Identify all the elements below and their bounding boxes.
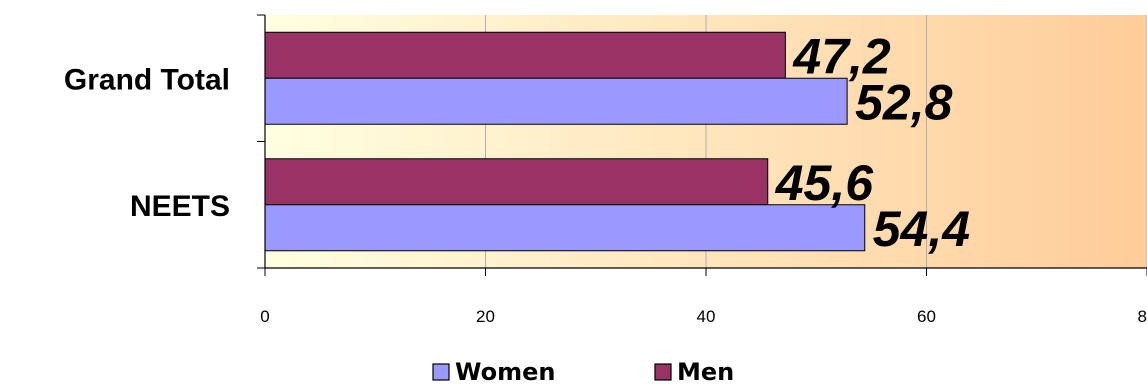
data-label: 45,6 bbox=[775, 155, 875, 211]
data-labels: 47,252,8 45,654,4 bbox=[775, 28, 970, 257]
axes bbox=[257, 14, 1147, 276]
legend-swatch-men bbox=[654, 363, 672, 381]
bar-women-1 bbox=[264, 204, 866, 252]
bar-men-1 bbox=[264, 158, 769, 206]
bar-men-0 bbox=[264, 31, 786, 79]
x-tick-label: 80 bbox=[1138, 307, 1147, 326]
x-tick-label: 20 bbox=[476, 307, 495, 326]
bars bbox=[264, 31, 866, 252]
bar-women-0 bbox=[264, 77, 848, 125]
data-label: 52,8 bbox=[855, 74, 953, 130]
x-tick-labels: 0 20 40 60 80 bbox=[260, 307, 1147, 326]
category-label: Grand Total bbox=[64, 63, 230, 96]
legend: Women Men bbox=[432, 358, 734, 385]
legend-label-women: Women bbox=[455, 358, 555, 385]
x-tick-label: 60 bbox=[917, 307, 936, 326]
category-label: NEETS bbox=[130, 190, 230, 223]
x-tick-label: 40 bbox=[697, 307, 716, 326]
legend-swatch-women bbox=[432, 363, 450, 381]
x-tick-label: 0 bbox=[260, 307, 269, 326]
data-label: 54,4 bbox=[873, 201, 970, 257]
category-labels: Grand Total NEETS bbox=[64, 63, 230, 223]
data-label: 47,2 bbox=[792, 28, 891, 84]
legend-label-men: Men bbox=[677, 358, 734, 385]
